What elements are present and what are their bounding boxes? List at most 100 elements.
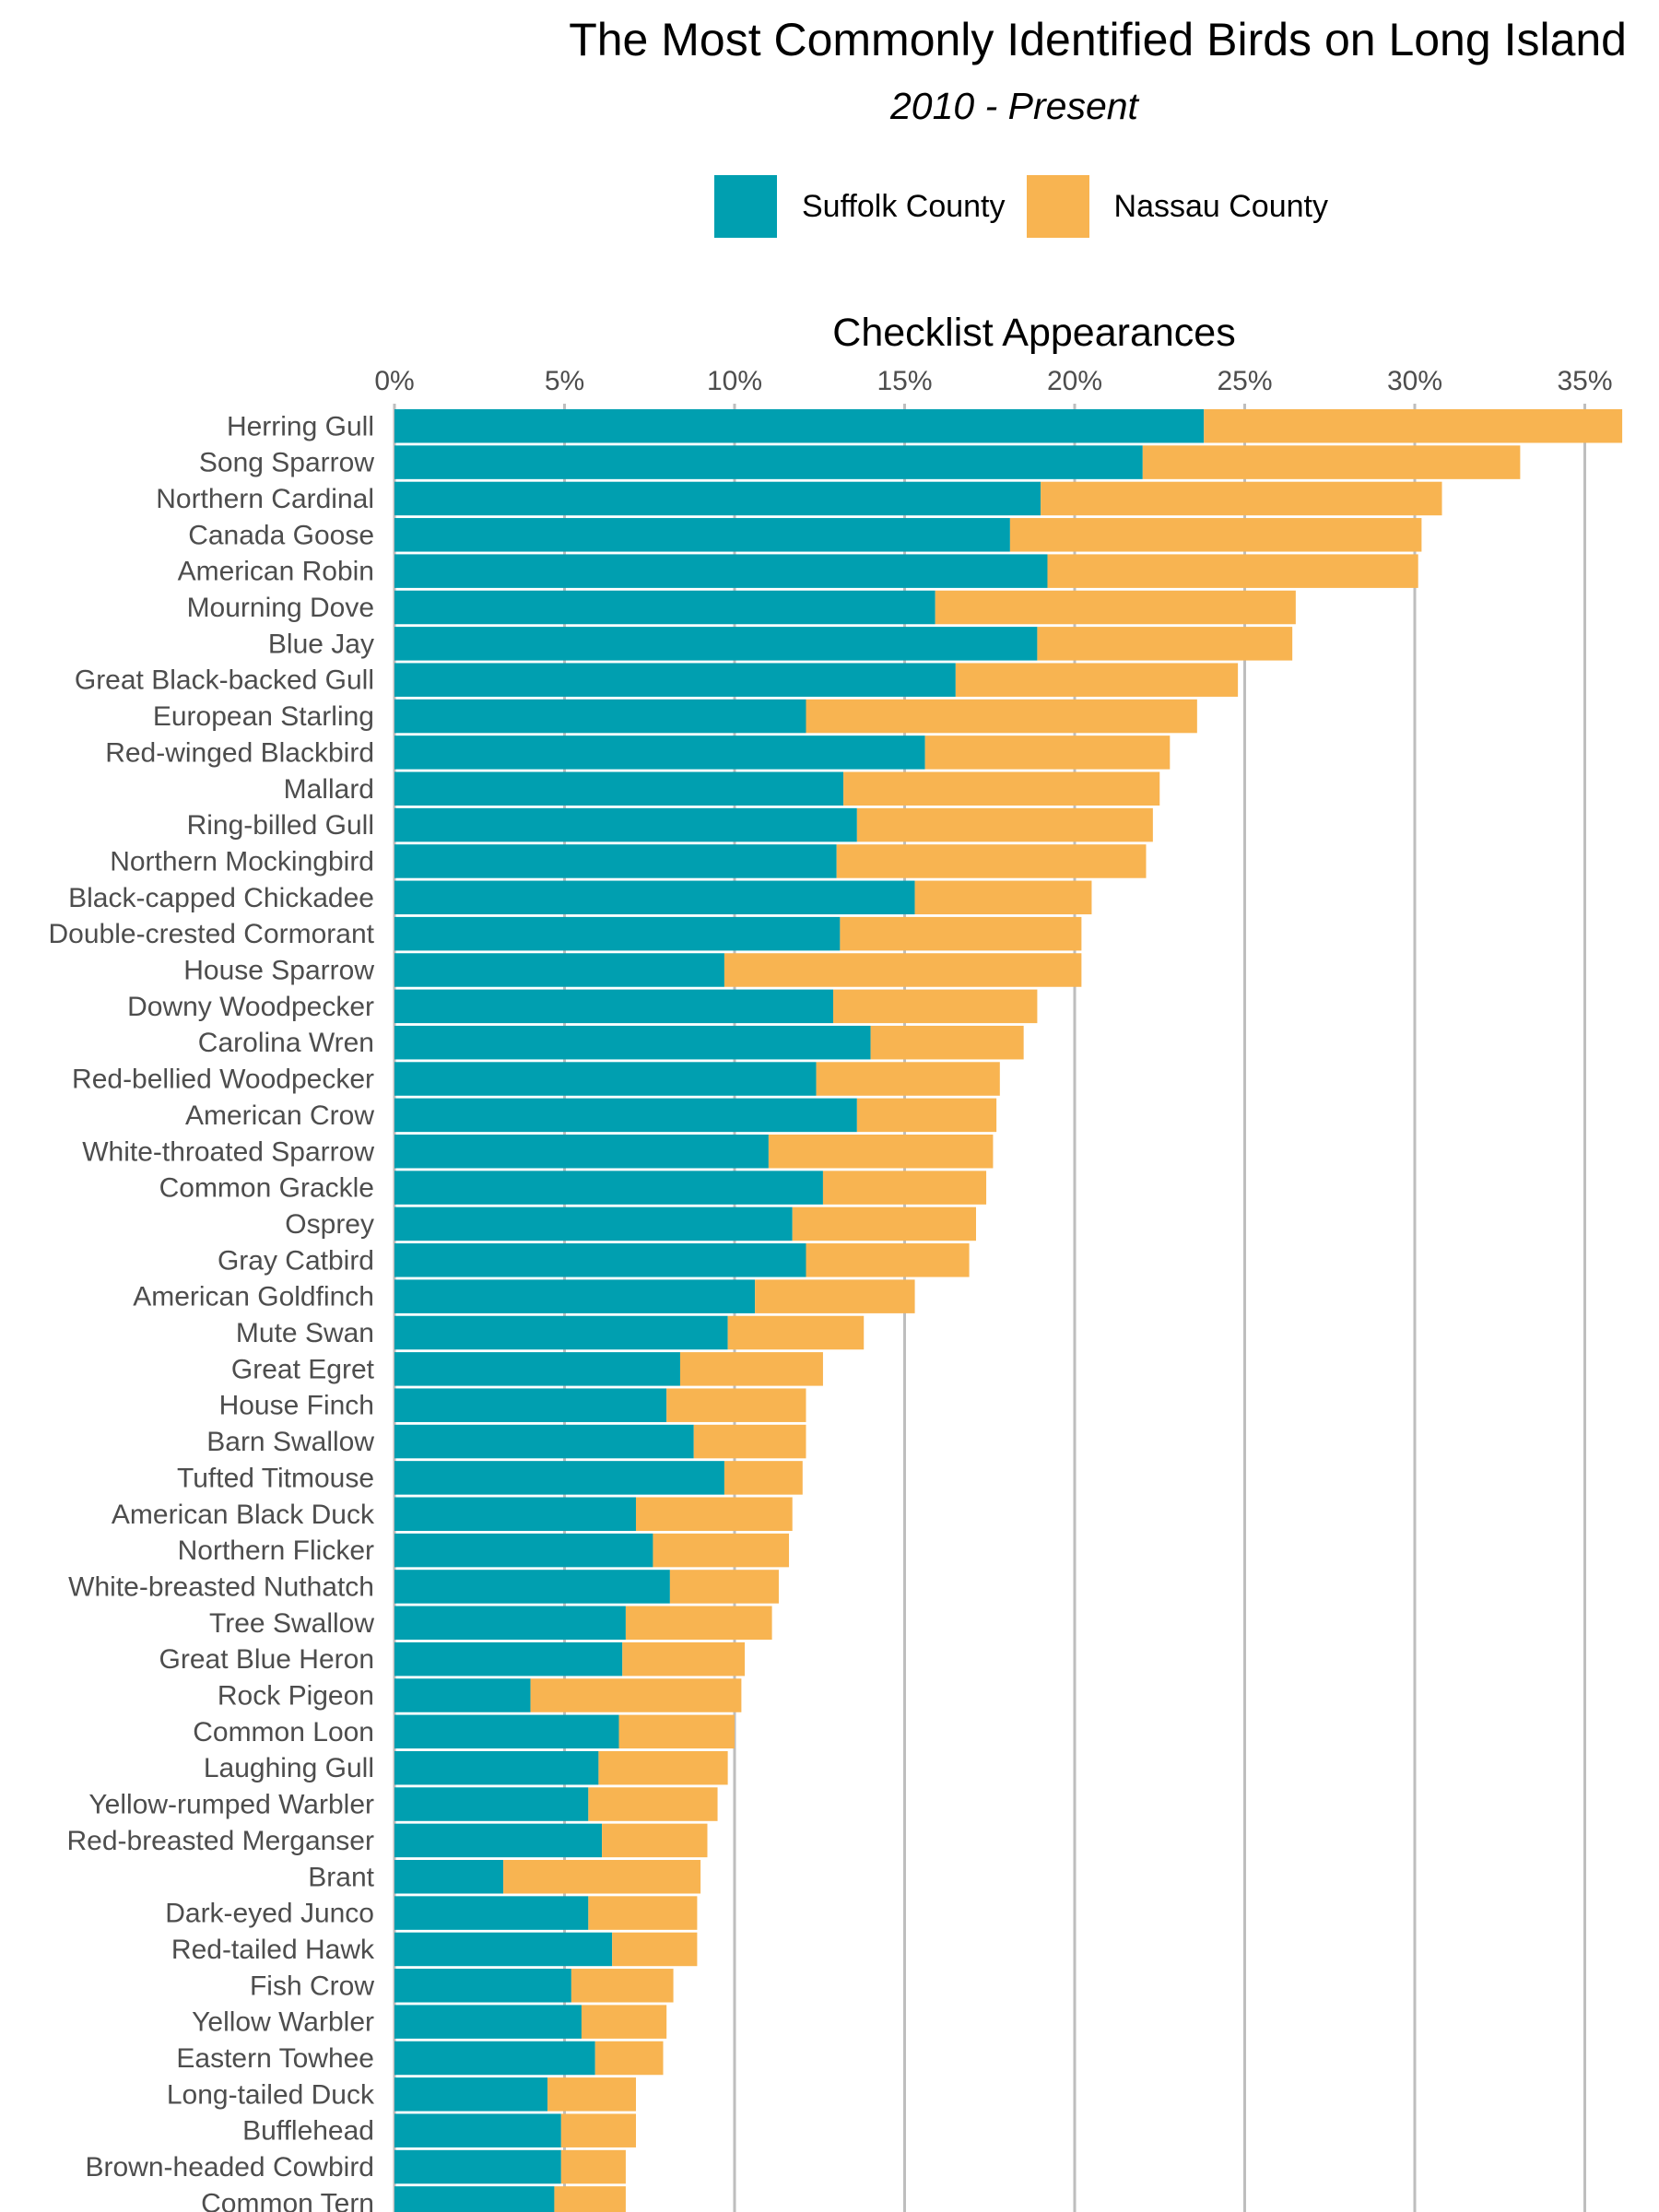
bar-suffolk-2: [394, 481, 1041, 516]
category-label-41: Dark-eyed Junco: [165, 1899, 374, 1929]
bar-nassau-26: [679, 1352, 823, 1386]
bar-nassau-30: [635, 1497, 793, 1531]
bar-suffolk-20: [394, 1135, 769, 1169]
category-label-17: Carolina Wren: [198, 1028, 374, 1058]
bar-nassau-9: [924, 735, 1171, 770]
bar-suffolk-18: [394, 1062, 817, 1096]
category-label-49: Common Tern: [201, 2188, 374, 2212]
category-label-19: American Crow: [185, 1100, 374, 1131]
bar-suffolk-19: [394, 1098, 857, 1133]
bar-suffolk-44: [394, 2005, 582, 2039]
category-label-25: Mute Swan: [236, 1318, 374, 1348]
legend-swatch-suffolk: [713, 174, 778, 239]
bar-nassau-5: [935, 590, 1296, 625]
bar-suffolk-40: [394, 1860, 504, 1894]
category-label-18: Red-bellied Woodpecker: [72, 1065, 374, 1095]
bar-suffolk-25: [394, 1315, 728, 1350]
bar-suffolk-26: [394, 1352, 680, 1386]
bar-suffolk-22: [394, 1206, 793, 1241]
bar-suffolk-41: [394, 1896, 589, 1930]
bar-suffolk-48: [394, 2149, 561, 2184]
category-label-23: Gray Catbird: [218, 1245, 374, 1276]
category-label-44: Yellow Warbler: [192, 2007, 374, 2038]
bar-nassau-44: [581, 2005, 667, 2039]
bar-nassau-1: [1142, 445, 1521, 479]
bar-nassau-0: [1204, 409, 1623, 443]
category-label-47: Bufflehead: [242, 2116, 374, 2147]
category-label-24: American Goldfinch: [133, 1282, 374, 1312]
category-label-35: Rock Pigeon: [218, 1681, 374, 1712]
bar-suffolk-14: [394, 916, 841, 951]
bar-suffolk-15: [394, 953, 724, 987]
bar-suffolk-8: [394, 699, 806, 734]
bar-nassau-15: [724, 953, 1082, 987]
bar-suffolk-7: [394, 663, 956, 697]
category-label-9: Red-winged Blackbird: [105, 737, 374, 768]
bar-nassau-37: [598, 1750, 728, 1785]
bar-suffolk-23: [394, 1243, 806, 1277]
bar-suffolk-0: [394, 409, 1205, 443]
category-label-12: Northern Mockingbird: [110, 846, 374, 877]
bar-suffolk-29: [394, 1461, 724, 1495]
bar-nassau-11: [856, 807, 1153, 842]
bar-suffolk-21: [394, 1171, 823, 1205]
bar-nassau-49: [554, 2186, 626, 2212]
bar-nassau-24: [755, 1279, 915, 1313]
bar-suffolk-34: [394, 1641, 623, 1677]
x-tick-label-0: 0%: [374, 366, 414, 396]
category-label-21: Common Grackle: [159, 1173, 374, 1204]
bar-nassau-14: [840, 916, 1082, 951]
bar-nassau-23: [806, 1243, 970, 1277]
bar-nassau-16: [833, 989, 1038, 1024]
category-label-10: Mallard: [284, 774, 374, 805]
category-label-11: Ring-billed Gull: [187, 810, 374, 841]
bar-suffolk-11: [394, 807, 857, 842]
legend-swatch-nassau: [1025, 174, 1090, 239]
bar-suffolk-42: [394, 1932, 613, 1967]
bar-suffolk-33: [394, 1606, 626, 1641]
chart-subtitle: 2010 - Present: [890, 85, 1138, 127]
bar-suffolk-5: [394, 590, 935, 625]
bar-suffolk-46: [394, 2077, 548, 2112]
category-label-32: White-breasted Nuthatch: [68, 1571, 374, 1602]
category-label-33: Tree Swallow: [209, 1608, 374, 1639]
bar-nassau-27: [666, 1388, 806, 1422]
bar-suffolk-27: [394, 1388, 667, 1422]
bar-suffolk-45: [394, 2041, 595, 2076]
bar-suffolk-13: [394, 880, 915, 915]
x-tick-label-25: 25%: [1217, 366, 1272, 396]
bar-nassau-12: [836, 844, 1147, 878]
bar-nassau-22: [792, 1206, 976, 1241]
bar-nassau-17: [870, 1025, 1024, 1060]
bar-nassau-34: [622, 1641, 746, 1677]
bar-suffolk-47: [394, 2113, 561, 2147]
legend-item-suffolk: Suffolk County: [713, 174, 1006, 239]
bar-suffolk-1: [394, 445, 1143, 479]
bar-nassau-36: [618, 1714, 735, 1749]
bar-nassau-46: [547, 2077, 636, 2112]
category-label-39: Red-breasted Merganser: [66, 1826, 374, 1856]
bar-suffolk-37: [394, 1750, 599, 1785]
category-label-0: Herring Gull: [227, 411, 374, 441]
category-label-30: American Black Duck: [112, 1500, 375, 1530]
bar-nassau-29: [724, 1461, 803, 1495]
bar-nassau-19: [856, 1098, 997, 1133]
bar-nassau-41: [588, 1896, 698, 1930]
category-label-22: Osprey: [285, 1209, 374, 1240]
category-label-29: Tufted Titmouse: [177, 1463, 374, 1493]
bar-suffolk-9: [394, 735, 925, 770]
bar-nassau-35: [530, 1678, 742, 1712]
category-label-4: American Robin: [178, 557, 374, 587]
bar-nassau-32: [669, 1570, 779, 1604]
bar-nassau-8: [806, 699, 1197, 734]
bar-suffolk-36: [394, 1714, 619, 1749]
category-label-7: Great Black-backed Gull: [75, 665, 374, 696]
category-label-42: Red-tailed Hawk: [171, 1935, 375, 1965]
bar-nassau-3: [1009, 518, 1422, 552]
category-label-27: House Finch: [219, 1391, 374, 1421]
bar-nassau-25: [727, 1315, 865, 1350]
category-label-6: Blue Jay: [268, 629, 374, 659]
bar-nassau-2: [1041, 481, 1442, 516]
category-label-38: Yellow-rumped Warbler: [88, 1790, 374, 1820]
